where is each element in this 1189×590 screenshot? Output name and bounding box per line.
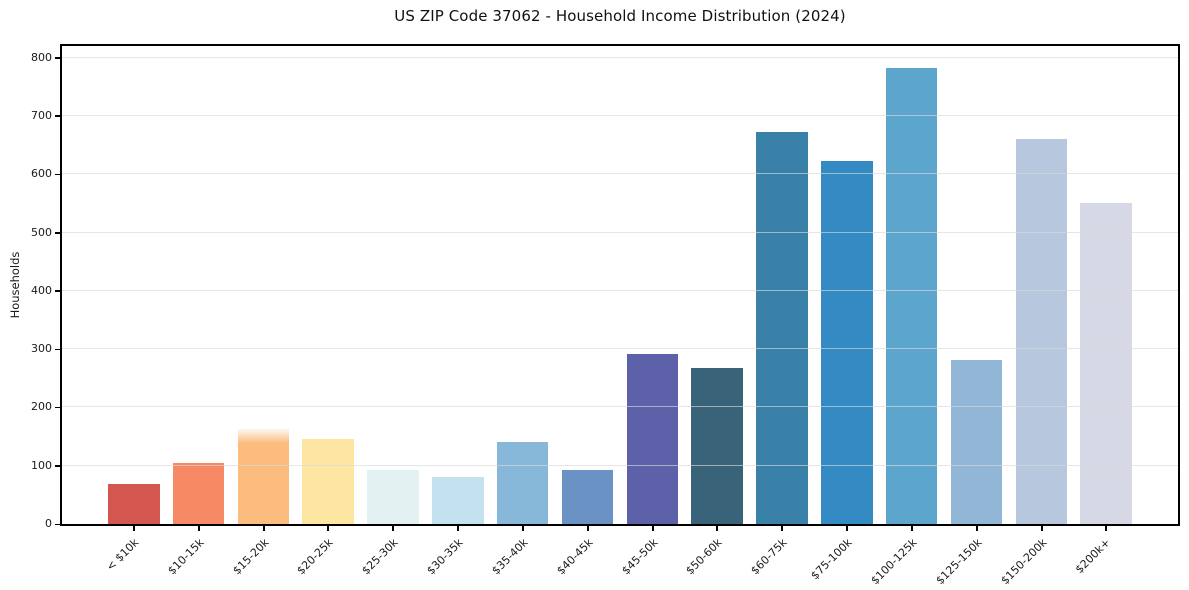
- x-tick-label-$60-75k: $60-75k: [747, 536, 790, 578]
- y-tick-label-800: 800: [31, 50, 52, 64]
- x-tick-mark-< $10k: [133, 526, 135, 531]
- bar-$40-45k: [561, 469, 614, 524]
- y-tick-label-600: 600: [31, 167, 52, 181]
- y-tick-mark-0: [55, 523, 60, 525]
- y-tick-label-300: 300: [31, 342, 52, 356]
- x-tick-label-$100-125k: $100-125k: [868, 536, 920, 588]
- y-tick-mark-400: [55, 290, 60, 292]
- bar-$15-20k: [237, 428, 290, 524]
- y-tick-label-100: 100: [31, 458, 52, 472]
- y-tick-mark-500: [55, 232, 60, 234]
- y-tick-label-700: 700: [31, 108, 52, 122]
- x-tick-mark-$20-25k: [327, 526, 329, 531]
- plot-area: [55, 44, 1180, 526]
- x-tick-label-$200k+: $200k+: [1073, 536, 1114, 577]
- bar-$125-150k: [950, 360, 1003, 524]
- bars: [62, 46, 1178, 524]
- x-tick-label-$125-150k: $125-150k: [933, 536, 985, 588]
- x-tick-label-$10-15k: $10-15k: [164, 536, 207, 578]
- x-tick-mark-$45-50k: [652, 526, 654, 531]
- y-tick-mark-700: [55, 115, 60, 117]
- bar-$20-25k: [302, 439, 354, 524]
- y-tick-labels: 0 100 200 300 400 500 600 700 800: [0, 46, 52, 529]
- x-axis: < $10k $10-15k $15-20k $20-25k $25-30k $30-35…: [62, 526, 1178, 588]
- x-tick-label-$15-20k: $15-20k: [229, 536, 272, 578]
- x-tick-mark-$200k+: [1105, 526, 1107, 531]
- x-tick-label-$20-25k: $20-25k: [293, 536, 336, 578]
- y-tick-mark-800: [55, 57, 60, 59]
- y-tick-mark-200: [55, 406, 60, 409]
- x-tick-mark-$75-100k: [846, 526, 848, 531]
- x-tick-mark-$125-150k: [976, 526, 978, 531]
- x-tick-mark-$150-200k: [1041, 526, 1043, 531]
- y-tick-label-400: 400: [31, 283, 52, 297]
- x-tick-mark-$25-30k: [392, 526, 394, 531]
- x-tick-label-$150-200k: $150-200k: [998, 536, 1050, 588]
- x-tick-label-$45-50k: $45-50k: [618, 536, 661, 578]
- bar-$60-75k: [756, 131, 808, 524]
- bar-$30-35k: [432, 476, 484, 524]
- x-tick-mark-$100-125k: [911, 526, 913, 531]
- x-tick-mark-$35-40k: [522, 526, 524, 531]
- y-tick-mark-300: [55, 348, 60, 351]
- x-tick-label-< $10k: < $10k: [103, 536, 142, 574]
- bar-$10-15k: [172, 463, 225, 524]
- y-tick-label-200: 200: [31, 400, 52, 414]
- y-tick-label-0: 0: [45, 517, 52, 530]
- x-tick-label-$35-40k: $35-40k: [488, 536, 531, 578]
- bar-$45-50k: [626, 354, 679, 524]
- bar-< $10k: [108, 484, 160, 524]
- bar-$35-40k: [496, 441, 549, 524]
- x-tick-mark-$30-35k: [457, 526, 459, 531]
- y-tick-mark-600: [55, 173, 60, 176]
- chart-title: US ZIP Code 37062 - Household Income Dis…: [394, 7, 846, 25]
- x-tick-mark-$10-15k: [198, 526, 200, 531]
- x-tick-mark-$60-75k: [781, 526, 783, 531]
- x-tick-label-$75-100k: $75-100k: [807, 536, 855, 583]
- x-tick-mark-$40-45k: [587, 526, 589, 531]
- bar-$150-200k: [1015, 138, 1068, 524]
- y-tick-mark-100: [55, 465, 60, 467]
- y-tick-label-500: 500: [31, 225, 52, 239]
- x-tick-mark-$50-60k: [716, 526, 718, 531]
- x-tick-label-$40-45k: $40-45k: [553, 536, 596, 578]
- x-tick-label-$25-30k: $25-30k: [358, 536, 401, 578]
- bar-$25-30k: [367, 470, 419, 524]
- x-tick-mark-$15-20k: [263, 526, 265, 531]
- bar-$200k+: [1080, 202, 1132, 524]
- bar-$50-60k: [691, 368, 743, 524]
- x-tick-label-$30-35k: $30-35k: [423, 536, 466, 578]
- bar-$75-100k: [821, 160, 873, 524]
- x-tick-label-$50-60k: $50-60k: [682, 536, 725, 578]
- bar-$100-125k: [885, 68, 938, 524]
